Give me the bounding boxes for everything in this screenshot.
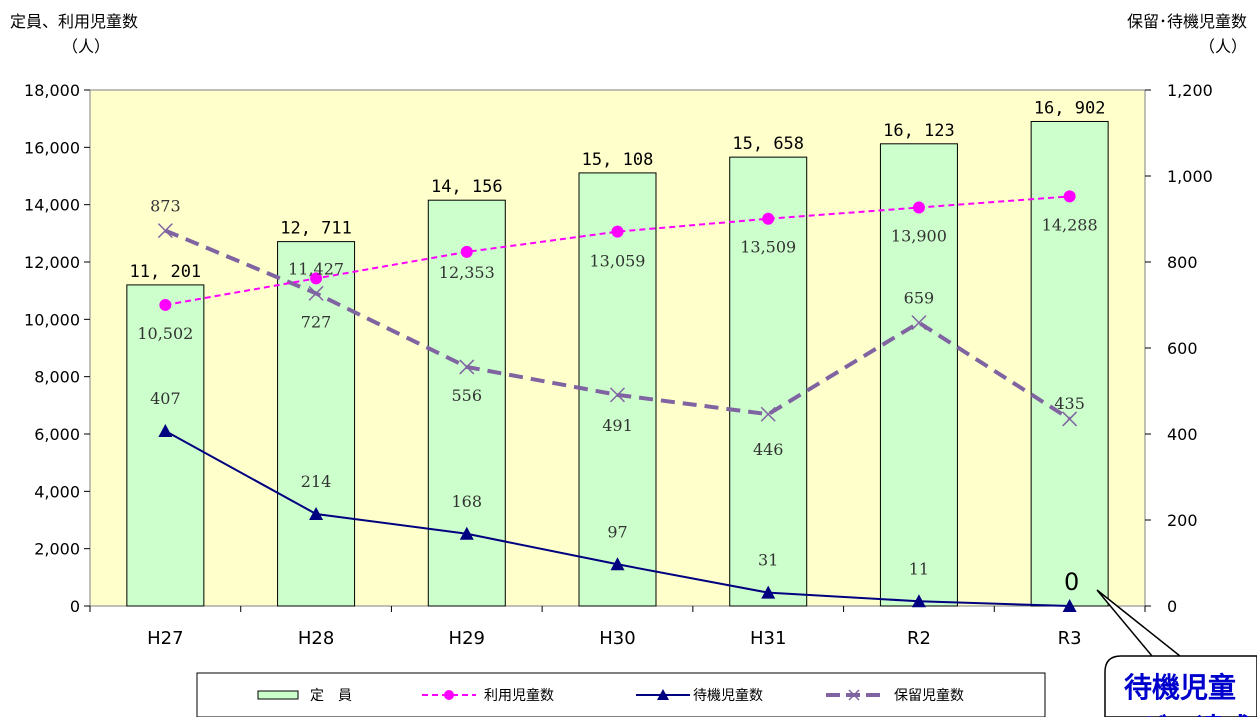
horyu-data-label: 873 <box>150 197 181 216</box>
x-tick-label: H30 <box>599 628 635 649</box>
bar-data-label: 16, 902 <box>1034 98 1106 118</box>
riyou-data-label: 14,288 <box>1042 215 1098 234</box>
taiki-data-label: 407 <box>150 389 181 408</box>
taiki-marker <box>459 526 474 540</box>
taiki-data-label: 31 <box>758 551 778 570</box>
horyu-data-label: 556 <box>452 386 483 405</box>
x-tick-label: H27 <box>147 628 183 649</box>
taiki-data-label: 214 <box>301 472 332 491</box>
left-tick-label: 12,000 <box>24 253 80 272</box>
x-tick-label: R2 <box>907 628 931 649</box>
right-axis-title: 保留･待機児童数 <box>1127 12 1247 31</box>
horyu-marker <box>308 285 324 301</box>
horyu-marker <box>609 387 626 403</box>
taiki-data-label: 0 <box>1064 568 1079 596</box>
taiki-data-label: 168 <box>452 492 483 511</box>
x-tick-label: R3 <box>1058 628 1082 649</box>
bar-data-label: 11, 201 <box>130 262 202 282</box>
bar-data-label: 14, 156 <box>431 177 503 197</box>
bar-data-label: 15, 658 <box>732 134 804 154</box>
x-tick-label: H29 <box>449 628 485 649</box>
left-tick-label: 14,000 <box>24 196 80 215</box>
horyu-data-label: 659 <box>904 289 935 308</box>
bar <box>729 156 808 607</box>
bar-data-label: 15, 108 <box>582 150 654 170</box>
right-tick-label: 1,000 <box>1167 167 1213 186</box>
right-tick-label: 200 <box>1167 511 1198 530</box>
left-tick-label: 2,000 <box>34 540 80 559</box>
left-axis-unit: （人） <box>62 37 110 56</box>
left-tick-label: 18,000 <box>24 81 80 100</box>
horyu-data-label: 727 <box>301 312 332 331</box>
left-tick-label: 4,000 <box>34 482 80 501</box>
riyou-data-label: 13,900 <box>891 227 947 246</box>
callout-line2: ゼロ達成 <box>1140 712 1252 717</box>
left-tick-label: 10,000 <box>24 310 80 329</box>
riyou-data-label: 13,509 <box>740 238 796 257</box>
taiki-data-label: 97 <box>607 522 627 541</box>
callout-line1: 待機児童 <box>1124 671 1236 704</box>
taiki-marker <box>610 557 625 571</box>
right-tick-label: 400 <box>1167 425 1198 444</box>
horyu-data-label: 435 <box>1054 394 1085 413</box>
legend-label-horyu: 保留児童数 <box>894 687 964 704</box>
bar-data-label: 16, 123 <box>883 121 955 141</box>
right-axis-unit: （人） <box>1199 37 1247 56</box>
riyou-marker <box>310 272 323 285</box>
riyou-marker <box>1063 190 1076 203</box>
right-tick-label: 0 <box>1167 597 1177 616</box>
left-tick-label: 8,000 <box>34 368 80 387</box>
bar <box>277 241 356 607</box>
left-axis-title: 定員、利用児童数 <box>10 12 138 31</box>
taiki-data-label: 11 <box>909 559 929 578</box>
horyu-marker <box>760 406 776 422</box>
riyou-marker <box>611 225 624 238</box>
right-tick-label: 600 <box>1167 339 1198 358</box>
legend-marker-riyou <box>444 690 454 700</box>
riyou-data-label: 10,502 <box>137 324 193 343</box>
riyou-marker <box>762 212 775 225</box>
legend-marker-taiki <box>657 689 669 700</box>
riyou-marker <box>159 298 172 311</box>
callout-balloon <box>1096 589 1257 717</box>
bar <box>578 172 657 607</box>
x-tick-label: H28 <box>298 628 334 649</box>
riyou-data-label: 11,427 <box>288 259 344 278</box>
riyou-marker <box>460 245 473 258</box>
legend-label-riyou: 利用児童数 <box>484 687 554 704</box>
right-tick-label: 1,200 <box>1167 81 1213 100</box>
legend-label-taiki: 待機児童数 <box>693 687 763 704</box>
horyu-data-label: 491 <box>602 416 633 435</box>
horyu-marker <box>911 315 927 331</box>
legend-swatch-teiin <box>257 690 299 700</box>
riyou-data-label: 13,059 <box>590 252 646 271</box>
horyu-marker <box>1062 411 1078 427</box>
taiki-marker <box>1062 599 1077 612</box>
taiki-marker <box>158 423 173 437</box>
horyu-data-label: 446 <box>753 440 784 459</box>
bar-data-label: 12, 711 <box>280 219 352 239</box>
taiki-marker <box>761 585 776 599</box>
legend-marker-horyu <box>848 689 860 701</box>
taiki-marker <box>309 506 324 520</box>
horyu-marker <box>157 223 173 239</box>
left-tick-label: 6,000 <box>34 425 80 444</box>
horyu-marker <box>459 359 475 375</box>
left-tick-label: 0 <box>70 597 80 616</box>
right-tick-label: 800 <box>1167 253 1198 272</box>
x-tick-label: H31 <box>750 628 786 649</box>
taiki-marker <box>911 594 926 608</box>
legend-box <box>196 672 1046 717</box>
riyou-marker <box>912 201 925 214</box>
riyou-data-label: 12,353 <box>439 263 495 282</box>
left-tick-label: 16,000 <box>24 138 80 157</box>
legend-label-teiin: 定 員 <box>310 688 352 704</box>
bar <box>879 143 958 607</box>
